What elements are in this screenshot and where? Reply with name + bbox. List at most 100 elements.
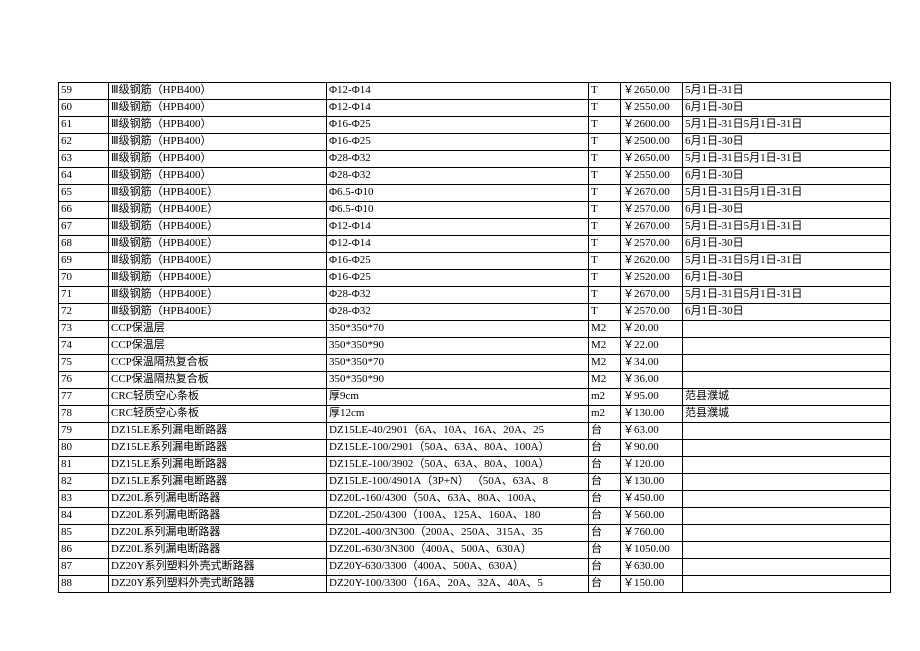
cell-name: CCP保温层 xyxy=(109,321,327,338)
cell-spec: Φ28-Φ32 xyxy=(327,287,589,304)
cell-name: DZ20L系列漏电断路器 xyxy=(109,508,327,525)
cell-price: ￥90.00 xyxy=(621,440,683,457)
table-row: 82DZ15LE系列漏电断路器DZ15LE-100/4901A（3P+N） （5… xyxy=(59,474,891,491)
cell-index: 83 xyxy=(59,491,109,508)
cell-price: ￥560.00 xyxy=(621,508,683,525)
cell-date xyxy=(683,321,891,338)
table-row: 78CRC轻质空心条板厚12cmm2￥130.00范县濮城 xyxy=(59,406,891,423)
cell-name: DZ15LE系列漏电断路器 xyxy=(109,474,327,491)
cell-unit: m2 xyxy=(589,406,621,423)
cell-unit: 台 xyxy=(589,457,621,474)
cell-spec: 350*350*70 xyxy=(327,321,589,338)
cell-name: Ⅲ级钢筋（HPB400） xyxy=(109,134,327,151)
cell-unit: 台 xyxy=(589,440,621,457)
table-row: 61Ⅲ级钢筋（HPB400）Φ16-Φ25T￥2600.005月1日-31日5月… xyxy=(59,117,891,134)
table-row: 86DZ20L系列漏电断路器DZ20L-630/3N300（400A、500A、… xyxy=(59,542,891,559)
table-row: 77CRC轻质空心条板厚9cmm2￥95.00范县濮城 xyxy=(59,389,891,406)
cell-price: ￥34.00 xyxy=(621,355,683,372)
cell-date xyxy=(683,338,891,355)
cell-date: 6月1日-30日 xyxy=(683,304,891,321)
cell-price: ￥130.00 xyxy=(621,406,683,423)
cell-index: 62 xyxy=(59,134,109,151)
cell-name: Ⅲ级钢筋（HPB400） xyxy=(109,83,327,100)
cell-index: 79 xyxy=(59,423,109,440)
cell-index: 72 xyxy=(59,304,109,321)
cell-date xyxy=(683,474,891,491)
cell-unit: T xyxy=(589,83,621,100)
cell-index: 68 xyxy=(59,236,109,253)
cell-name: DZ20L系列漏电断路器 xyxy=(109,542,327,559)
cell-unit: T xyxy=(589,253,621,270)
cell-unit: M2 xyxy=(589,321,621,338)
cell-unit: 台 xyxy=(589,542,621,559)
cell-date: 6月1日-30日 xyxy=(683,134,891,151)
cell-unit: 台 xyxy=(589,508,621,525)
cell-spec: 350*350*90 xyxy=(327,372,589,389)
cell-name: Ⅲ级钢筋（HPB400E） xyxy=(109,253,327,270)
cell-index: 82 xyxy=(59,474,109,491)
table-row: 83DZ20L系列漏电断路器DZ20L-160/4300（50A、63A、80A… xyxy=(59,491,891,508)
cell-date: 6月1日-30日 xyxy=(683,168,891,185)
cell-spec: Φ6.5-Φ10 xyxy=(327,185,589,202)
cell-date xyxy=(683,559,891,576)
table-row: 66Ⅲ级钢筋（HPB400E）Φ6.5-Φ10T￥2570.006月1日-30日 xyxy=(59,202,891,219)
cell-index: 77 xyxy=(59,389,109,406)
cell-price: ￥2650.00 xyxy=(621,83,683,100)
cell-price: ￥2520.00 xyxy=(621,270,683,287)
cell-name: CRC轻质空心条板 xyxy=(109,389,327,406)
cell-date: 范县濮城 xyxy=(683,389,891,406)
cell-price: ￥450.00 xyxy=(621,491,683,508)
cell-date xyxy=(683,372,891,389)
table-row: 80DZ15LE系列漏电断路器DZ15LE-100/2901（50A、63A、8… xyxy=(59,440,891,457)
cell-name: DZ20Y系列塑料外壳式断路器 xyxy=(109,559,327,576)
cell-name: Ⅲ级钢筋（HPB400E） xyxy=(109,202,327,219)
cell-price: ￥20.00 xyxy=(621,321,683,338)
cell-spec: Φ16-Φ25 xyxy=(327,253,589,270)
table-row: 72Ⅲ级钢筋（HPB400E）Φ28-Φ32T￥2570.006月1日-30日 xyxy=(59,304,891,321)
table-row: 60Ⅲ级钢筋（HPB400）Φ12-Φ14T￥2550.006月1日-30日 xyxy=(59,100,891,117)
table-row: 65Ⅲ级钢筋（HPB400E）Φ6.5-Φ10T￥2670.005月1日-31日… xyxy=(59,185,891,202)
table-row: 88DZ20Y系列塑料外壳式断路器DZ20Y-100/3300（16A、20A、… xyxy=(59,576,891,593)
cell-unit: 台 xyxy=(589,559,621,576)
cell-spec: Φ12-Φ14 xyxy=(327,219,589,236)
cell-spec: Φ12-Φ14 xyxy=(327,100,589,117)
cell-name: DZ20L系列漏电断路器 xyxy=(109,491,327,508)
table-row: 64Ⅲ级钢筋（HPB400）Φ28-Φ32T￥2550.006月1日-30日 xyxy=(59,168,891,185)
cell-name: CRC轻质空心条板 xyxy=(109,406,327,423)
table-row: 81DZ15LE系列漏电断路器DZ15LE-100/3902（50A、63A、8… xyxy=(59,457,891,474)
cell-index: 87 xyxy=(59,559,109,576)
cell-spec: DZ20L-400/3N300（200A、250A、315A、35 xyxy=(327,525,589,542)
cell-price: ￥2670.00 xyxy=(621,219,683,236)
cell-name: CCP保温隔热复合板 xyxy=(109,372,327,389)
cell-index: 74 xyxy=(59,338,109,355)
cell-index: 84 xyxy=(59,508,109,525)
cell-index: 70 xyxy=(59,270,109,287)
table-row: 73CCP保温层350*350*70M2￥20.00 xyxy=(59,321,891,338)
table-row: 68Ⅲ级钢筋（HPB400E）Φ12-Φ14T￥2570.006月1日-30日 xyxy=(59,236,891,253)
cell-index: 75 xyxy=(59,355,109,372)
cell-date xyxy=(683,423,891,440)
cell-date xyxy=(683,355,891,372)
cell-date xyxy=(683,576,891,593)
cell-index: 67 xyxy=(59,219,109,236)
cell-unit: T xyxy=(589,304,621,321)
cell-name: DZ15LE系列漏电断路器 xyxy=(109,457,327,474)
cell-price: ￥1050.00 xyxy=(621,542,683,559)
cell-unit: M2 xyxy=(589,372,621,389)
cell-date xyxy=(683,525,891,542)
cell-unit: M2 xyxy=(589,355,621,372)
cell-price: ￥2570.00 xyxy=(621,304,683,321)
table-row: 69Ⅲ级钢筋（HPB400E）Φ16-Φ25T￥2620.005月1日-31日5… xyxy=(59,253,891,270)
table-row: 84DZ20L系列漏电断路器DZ20L-250/4300（100A、125A、1… xyxy=(59,508,891,525)
cell-spec: Φ16-Φ25 xyxy=(327,270,589,287)
cell-spec: 350*350*70 xyxy=(327,355,589,372)
cell-name: Ⅲ级钢筋（HPB400） xyxy=(109,151,327,168)
table-row: 74CCP保温层350*350*90M2￥22.00 xyxy=(59,338,891,355)
cell-name: Ⅲ级钢筋（HPB400） xyxy=(109,100,327,117)
cell-name: DZ15LE系列漏电断路器 xyxy=(109,423,327,440)
cell-name: DZ20Y系列塑料外壳式断路器 xyxy=(109,576,327,593)
cell-date xyxy=(683,457,891,474)
cell-date: 5月1日-31日5月1日-31日 xyxy=(683,185,891,202)
table-row: 63Ⅲ级钢筋（HPB400）Φ28-Φ32T￥2650.005月1日-31日5月… xyxy=(59,151,891,168)
cell-date xyxy=(683,542,891,559)
